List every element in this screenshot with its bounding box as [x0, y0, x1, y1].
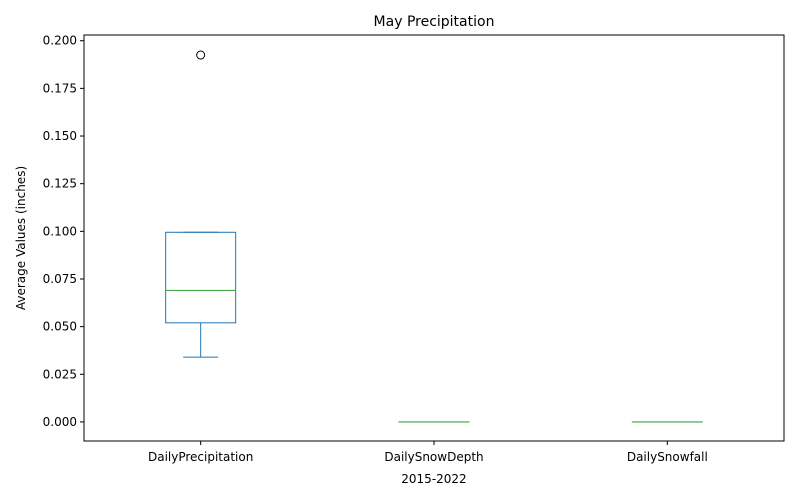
y-tick-label: 0.175: [43, 81, 77, 95]
box-iqr: [165, 231, 237, 324]
x-tick-label: DailySnowDepth: [384, 450, 483, 464]
y-tick-label: 0.125: [43, 177, 77, 191]
plot-frame: [83, 34, 785, 442]
x-axis: DailyPrecipitation DailySnowDepth DailySno…: [148, 441, 708, 464]
y-tick-label: 0.000: [43, 415, 77, 429]
outlier-point: [196, 50, 206, 60]
y-tick-label: 0.025: [43, 367, 77, 381]
box-group-0: [165, 50, 237, 358]
plot-area: [83, 34, 785, 442]
x-tick-label: DailyPrecipitation: [148, 450, 253, 464]
chart-title: May Precipitation: [374, 14, 495, 30]
y-tick-label: 0.100: [43, 224, 77, 238]
y-axis-label: Average Values (inches): [14, 166, 28, 310]
y-tick-label: 0.050: [43, 320, 77, 334]
y-tick-label: 0.075: [43, 272, 77, 286]
y-axis: 0.000 0.025 0.050 0.075 0.100 0.125 0.150 0.175…: [43, 34, 84, 429]
x-axis-label: 2015-2022: [401, 472, 466, 486]
y-tick-label: 0.200: [43, 34, 77, 48]
y-tick-label: 0.150: [43, 129, 77, 143]
x-tick-label: DailySnowfall: [627, 450, 708, 464]
